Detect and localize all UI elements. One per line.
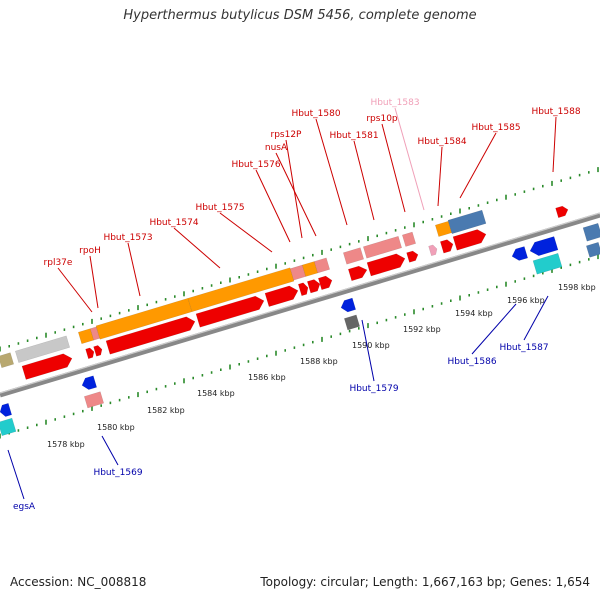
- scale-label: 1592 kbp: [403, 325, 441, 334]
- gene-feature-steel: [447, 209, 487, 235]
- forward-gene-label-leader: [315, 118, 348, 226]
- forward-gene-label: Hbut_1588: [531, 107, 580, 117]
- forward-gene-label: Hbut_1576: [231, 160, 280, 170]
- reverse-gene-label: Hbut_1587: [499, 343, 548, 353]
- gene-feature-reverse: [0, 402, 13, 417]
- gene-feature-cds: [406, 250, 419, 263]
- gene-feature-rrna: [187, 267, 295, 313]
- gene-feature-reverse: [511, 246, 529, 261]
- accession-label: Accession: NC_008818: [10, 575, 147, 589]
- reverse-gene-label-leader: [101, 435, 119, 466]
- gene-feature-cds: [105, 316, 196, 355]
- forward-gene-label: Hbut_1575: [195, 203, 244, 213]
- faded-gene-label-leader: [394, 107, 425, 211]
- gene-feature-gray: [14, 335, 71, 363]
- gene-feature-cds: [452, 229, 487, 251]
- reverse-gene-label-leader: [361, 319, 375, 382]
- forward-gene-label-leader: [285, 139, 303, 239]
- backbone-highlight: [0, 212, 600, 394]
- gene-feature-cds: [21, 353, 73, 380]
- forward-gene-label-leader: [381, 123, 406, 213]
- forward-gene-label: Hbut_1581: [329, 131, 378, 141]
- forward-gene-label-leader: [437, 146, 443, 207]
- gene-feature-cds: [85, 347, 95, 360]
- scale-label: 1596 kbp: [507, 296, 545, 305]
- gene-feature-olive: [0, 352, 15, 369]
- gene-feature-pink: [342, 247, 365, 265]
- gene-feature-darkgray: [343, 314, 361, 331]
- scale-label: 1598 kbp: [558, 283, 596, 292]
- scale-label: 1590 kbp: [352, 341, 390, 350]
- scale-label: 1584 kbp: [197, 389, 235, 398]
- forward-gene-label: rps12P: [271, 130, 303, 140]
- reverse-gene-label: Hbut_1569: [93, 468, 142, 478]
- reverse-gene-label-leader: [523, 295, 549, 341]
- map-title: Hyperthermus butylicus DSM 5456, complet…: [123, 8, 477, 23]
- forward-gene-label: Hbut_1584: [417, 137, 466, 147]
- forward-gene-label: nusA: [265, 143, 288, 153]
- scale-label: 1578 kbp: [47, 440, 85, 449]
- reverse-gene-label: egsA: [13, 502, 36, 512]
- scale-label: 1588 kbp: [300, 357, 338, 366]
- gene-feature-cds: [93, 345, 103, 357]
- forward-gene-label: rpoH: [79, 246, 101, 256]
- gene-feature-cyan: [0, 417, 17, 437]
- gene-feature-cyan: [532, 252, 563, 275]
- topology-label: Topology: circular; Length: 1,667,163 bp…: [260, 575, 590, 589]
- gene-feature-pink: [362, 235, 403, 259]
- reverse-gene-label-leader: [471, 303, 517, 355]
- gene-feature-cds: [317, 275, 333, 291]
- forward-gene-label: Hbut_1585: [471, 123, 520, 133]
- reverse-gene-label: Hbut_1586: [447, 357, 496, 367]
- gene-feature-cds: [297, 282, 309, 297]
- gene-feature-pink: [401, 231, 417, 247]
- forward-gene-label-leader: [353, 140, 375, 221]
- scale-label: 1594 kbp: [455, 309, 493, 318]
- faded-gene-label: Hbut_1583: [370, 98, 419, 108]
- forward-gene-label-leader: [173, 227, 221, 269]
- forward-gene-label-leader: [57, 267, 93, 313]
- forward-gene-label: rps10p: [366, 114, 398, 124]
- gene-feature-reverse: [529, 236, 559, 256]
- gene-feature-faded: [428, 244, 438, 257]
- gene-feature-pink: [313, 257, 331, 274]
- reverse-gene-label-leader: [7, 449, 25, 500]
- forward-gene-label-leader: [127, 242, 141, 297]
- forward-gene-label-leader: [219, 212, 273, 253]
- gene-feature-cds: [366, 253, 406, 277]
- gene-feature-pink: [83, 391, 105, 409]
- reverse-gene-label: Hbut_1579: [349, 384, 398, 394]
- gene-feature-reverse: [340, 297, 357, 313]
- scale-label: 1582 kbp: [147, 406, 185, 415]
- gene-feature-steel: [582, 222, 600, 242]
- forward-gene-label-leader: [459, 132, 497, 199]
- gene-feature-reverse: [81, 375, 98, 390]
- forward-gene-label: Hbut_1580: [291, 109, 340, 119]
- gene-feature-cds: [195, 295, 265, 328]
- forward-gene-label: Hbut_1574: [149, 218, 198, 228]
- forward-gene-label-leader: [89, 255, 99, 309]
- gene-feature-orange: [434, 220, 453, 237]
- forward-gene-label: rpl37e: [44, 258, 73, 268]
- forward-gene-label: Hbut_1573: [103, 233, 152, 243]
- gene-feature-cds: [555, 205, 569, 219]
- forward-gene-label-leader: [255, 169, 291, 243]
- gene-feature-cds: [264, 285, 299, 307]
- gene-feature-cds: [439, 239, 454, 254]
- gene-feature-cds: [347, 265, 368, 282]
- scale-label: 1586 kbp: [248, 373, 286, 382]
- forward-gene-label-leader: [275, 152, 317, 237]
- forward-gene-label-leader: [552, 116, 557, 173]
- gene-feature-cds: [306, 279, 321, 294]
- gene-feature-steel: [585, 241, 600, 258]
- scale-label: 1580 kbp: [97, 423, 135, 432]
- backbone-line: [0, 212, 600, 398]
